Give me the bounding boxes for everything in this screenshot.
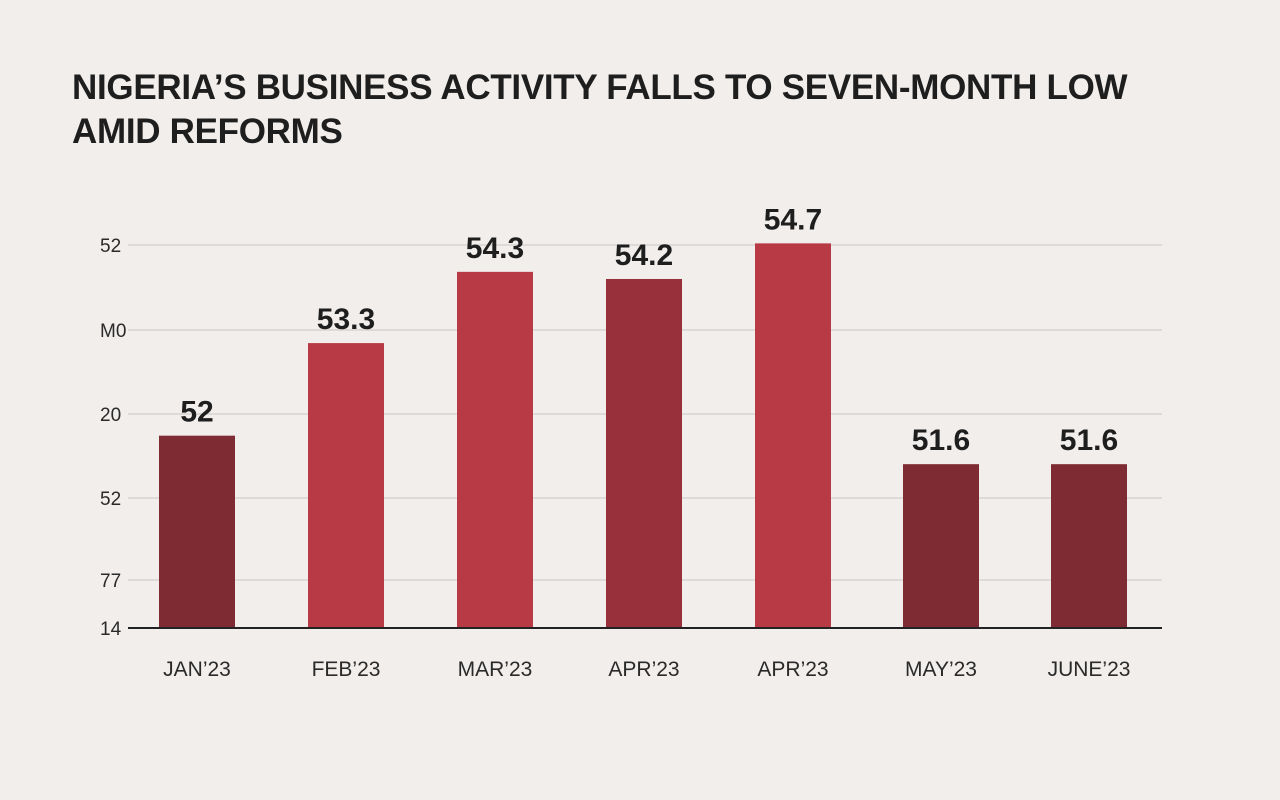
x-tick-label: MAR’23	[458, 658, 533, 681]
x-tick-label: MAY’23	[905, 658, 977, 681]
data-label: 51.6	[1060, 424, 1118, 457]
y-tick-label: 14	[100, 619, 122, 640]
data-label: 53.3	[317, 303, 375, 336]
bars	[159, 243, 1127, 629]
x-tick-label: APR’23	[608, 658, 679, 681]
x-tick-label: FEB’23	[312, 658, 381, 681]
x-tick-label: JAN’23	[163, 658, 231, 681]
y-tick-label: 52	[100, 489, 121, 510]
y-tick-label: 52	[100, 236, 121, 257]
data-labels: 52 53.3 54.3 54.2 54.7 51.6 51.6	[180, 203, 1118, 457]
x-tick-label: JUNE’23	[1048, 658, 1131, 681]
data-label: 54.2	[615, 239, 673, 272]
bar	[1051, 464, 1127, 628]
bar	[457, 271, 533, 628]
data-label: 54.7	[764, 203, 822, 236]
data-label: 51.6	[912, 424, 970, 457]
data-label: 54.3	[466, 232, 524, 265]
x-tick-label: APR’23	[757, 658, 828, 681]
y-tick-label: M0	[100, 321, 126, 342]
bar	[308, 343, 384, 628]
x-axis-labels: JAN’23 FEB’23 MAR’23 APR’23 APR’23 MAY’23 JUNE…	[163, 658, 1130, 681]
data-label: 52	[180, 396, 213, 429]
bar	[606, 278, 682, 628]
y-axis-ticks: 14 77 52 20 M0 52	[100, 236, 126, 640]
y-tick-label: 20	[100, 405, 121, 426]
bar	[755, 243, 831, 629]
chart-title: NIGERIA’S BUSINESS ACTIVITY FALLS TO SEV…	[72, 68, 1128, 151]
bar	[903, 464, 979, 628]
y-tick-label: 77	[100, 571, 121, 592]
bar	[159, 435, 235, 628]
